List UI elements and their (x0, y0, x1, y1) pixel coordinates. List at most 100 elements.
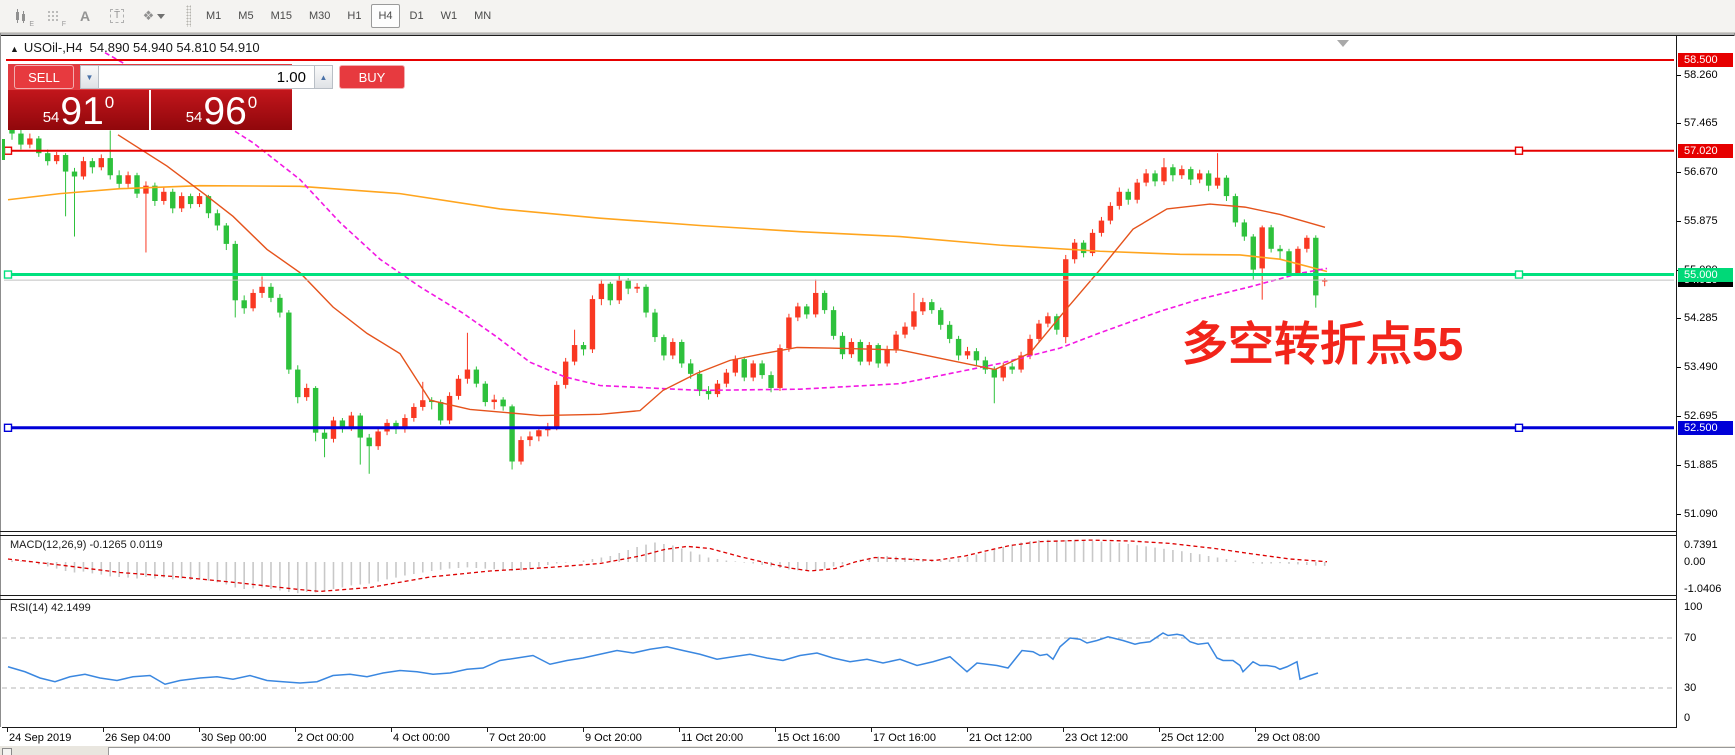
hline-handle[interactable] (3, 146, 13, 155)
price-axis[interactable]: 58.26057.46556.67055.87555.08054.28553.4… (1677, 36, 1735, 745)
volume-decrease-button[interactable]: ▼ (80, 65, 99, 89)
indicators-icon[interactable]: E (6, 4, 36, 28)
hline-handle[interactable] (3, 423, 13, 432)
date-label: 26 Sep 04:00 (105, 732, 171, 744)
trade-panel-prices: 54 91 0 54 96 0 (8, 89, 292, 133)
grid-icon[interactable]: F (38, 4, 68, 28)
price-tick-label: 55.875 (1684, 214, 1718, 227)
rsi-panel-canvas[interactable] (2, 600, 1676, 727)
timeframe-m15[interactable]: M15 (270, 10, 292, 22)
ohlc-values-label: 54.890 54.940 54.810 54.910 (89, 40, 260, 55)
sell-button[interactable]: SELL (14, 65, 74, 89)
date-tick (1159, 728, 1160, 732)
date-label: 11 Oct 20:00 (681, 732, 744, 744)
buy-price-prefix: 54 (185, 109, 203, 126)
symbol-timeframe-label: USOil-,H4 (23, 40, 83, 55)
sell-price-main: 91 (60, 89, 104, 133)
toolbar: E F A T ❖ M1 M5 M15 M30 H1 H4 D1 W1 MN (0, 0, 1735, 33)
panel-splitter[interactable] (0, 595, 1677, 596)
price-badge-52.500: 52.500 (1678, 420, 1733, 435)
date-tick (199, 728, 200, 732)
buy-price[interactable]: 54 96 0 (151, 89, 292, 133)
date-axis[interactable]: 24 Sep 2019 26 Sep 04:00 30 Sep 00:00 2 Oct… (0, 727, 1735, 746)
date-tick (775, 728, 776, 732)
hline-handle[interactable] (1514, 146, 1524, 155)
date-tick (583, 728, 584, 732)
price-tick-label: 52.695 (1684, 409, 1718, 422)
timeframe-m1[interactable]: M1 (206, 10, 222, 22)
price-badge-55.000: 55.000 (1678, 267, 1733, 282)
price-tick (1677, 367, 1681, 369)
price-tick-label: 58.260 (1684, 68, 1718, 81)
chinese-annotation-text: 多空转折点55 (1182, 318, 1464, 370)
date-tick (679, 728, 680, 732)
grid-glyph (46, 9, 60, 23)
price-divider (149, 90, 151, 130)
indicator-scale-label: 30 (1684, 682, 1697, 694)
panel-splitter[interactable] (0, 599, 1677, 600)
hline-handle[interactable] (1514, 423, 1524, 432)
timeframe-m30[interactable]: M30 (308, 10, 331, 22)
price-tick-label: 54.285 (1684, 312, 1718, 325)
buy-button[interactable]: BUY (339, 65, 405, 89)
date-label: 30 Sep 00:00 (201, 732, 267, 744)
price-tick-label: 53.490 (1684, 361, 1718, 374)
sell-price-prefix: 54 (42, 109, 60, 126)
bottom-window-strip (0, 746, 1735, 755)
window-resize-handle[interactable] (2, 748, 12, 755)
sell-price[interactable]: 54 91 0 (8, 89, 149, 133)
next-window-edge (108, 747, 1735, 755)
text-box-icon[interactable]: T (102, 4, 132, 28)
hline-handle[interactable] (3, 270, 13, 279)
date-label: 9 Oct 20:00 (585, 732, 642, 744)
hline-handle[interactable] (1514, 270, 1524, 279)
main-chart-canvas[interactable] (2, 38, 1676, 531)
date-tick (103, 728, 104, 732)
tool-sub-label: F (61, 21, 66, 28)
volume-stepper: ▼ ▲ (80, 65, 333, 89)
price-tick-label: 56.670 (1684, 166, 1718, 179)
text-label-icon[interactable]: A (70, 4, 100, 28)
date-axis-border (2, 727, 1677, 728)
date-tick (871, 728, 872, 732)
timeframe-h1[interactable]: H1 (347, 10, 362, 22)
timeframe-d1[interactable]: D1 (409, 10, 424, 22)
price-tick (1677, 465, 1681, 467)
panel-splitter[interactable] (0, 531, 1677, 532)
timeframe-mn[interactable]: MN (474, 10, 492, 22)
price-tick (1677, 172, 1681, 174)
timeframe-w1[interactable]: W1 (440, 10, 458, 22)
indicator-scale-label: 100 (1684, 601, 1703, 613)
rsi-label: RSI(14) 42.1499 (10, 602, 91, 614)
price-tick-label: 51.885 (1684, 459, 1718, 472)
tool-sub-label: E (29, 21, 34, 28)
chart-shift-marker[interactable] (1337, 40, 1349, 47)
date-label: 21 Oct 12:00 (969, 732, 1032, 744)
indicator-scale-label: 0 (1684, 712, 1691, 724)
price-tick-label: 57.465 (1684, 117, 1718, 130)
cursor-mode-icon[interactable]: ❖ (134, 4, 174, 28)
price-axis-border (1676, 36, 1677, 727)
text-box-glyph: T (109, 9, 125, 23)
price-badge-57.020: 57.020 (1678, 143, 1733, 158)
panel-splitter[interactable] (0, 535, 1677, 536)
window-border (0, 33, 1735, 35)
timeframe-h4[interactable]: H4 (371, 4, 400, 28)
date-tick (1255, 728, 1256, 732)
indicator-scale-label: -1.0406 (1684, 583, 1722, 595)
chevron-down-icon (157, 13, 166, 19)
volume-increase-button[interactable]: ▲ (314, 65, 333, 89)
toolbar-grip (186, 5, 191, 27)
price-tick (1677, 123, 1681, 125)
collapse-triangle-icon[interactable]: ▲ (10, 44, 19, 54)
indicator-scale-label: 0.7391 (1684, 539, 1718, 551)
volume-input[interactable] (99, 65, 314, 89)
timeframe-m5[interactable]: M5 (238, 10, 254, 22)
cursor-glyph: ❖ (142, 8, 155, 23)
macd-panel-canvas[interactable] (2, 536, 1676, 595)
sell-price-pip: 0 (104, 93, 115, 112)
buy-price-main: 96 (203, 89, 247, 133)
text-label-glyph: A (79, 8, 91, 24)
one-click-trading-panel: SELL ▼ ▲ BUY 54 91 0 54 96 0 (8, 64, 405, 133)
